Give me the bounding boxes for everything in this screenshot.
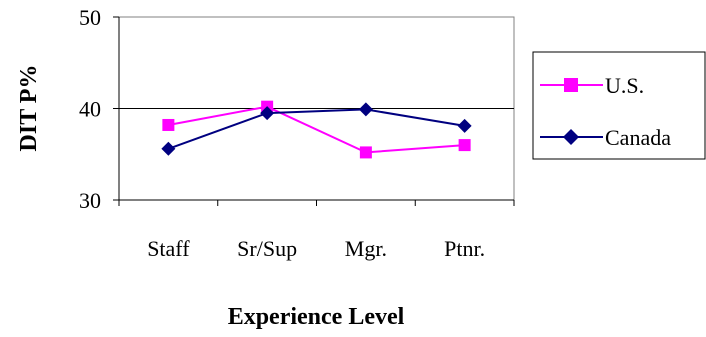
y-axis-ticks: 30 40 50	[79, 5, 119, 213]
y-tick-label: 40	[79, 97, 101, 122]
x-tick-label: Sr/Sup	[237, 236, 297, 261]
y-tick-label: 30	[79, 188, 101, 213]
data-point	[358, 102, 373, 117]
legend-box	[532, 51, 706, 160]
legend-marker	[564, 78, 578, 92]
data-point	[260, 106, 275, 121]
y-axis-title: DIT P%	[16, 65, 42, 152]
x-tick-label: Staff	[147, 236, 190, 261]
legend-label: U.S.	[605, 73, 644, 98]
data-point	[359, 146, 372, 159]
y-tick-label: 50	[79, 5, 101, 30]
x-tick-label: Mgr.	[345, 236, 387, 261]
legend-label: Canada	[605, 125, 671, 150]
x-axis-title: Experience Level	[228, 304, 405, 330]
x-tick-label: Ptnr.	[444, 236, 485, 261]
data-point	[458, 139, 471, 152]
series-line	[168, 108, 465, 150]
legend-marker	[563, 129, 579, 145]
series-group	[161, 100, 472, 159]
series-line	[168, 105, 465, 154]
data-point	[161, 141, 176, 156]
x-axis-ticks: Staff Sr/Sup Mgr. Ptnr.	[118, 200, 515, 261]
data-point	[162, 118, 175, 131]
data-point	[457, 118, 472, 133]
legend: U.S. Canada	[532, 51, 706, 160]
